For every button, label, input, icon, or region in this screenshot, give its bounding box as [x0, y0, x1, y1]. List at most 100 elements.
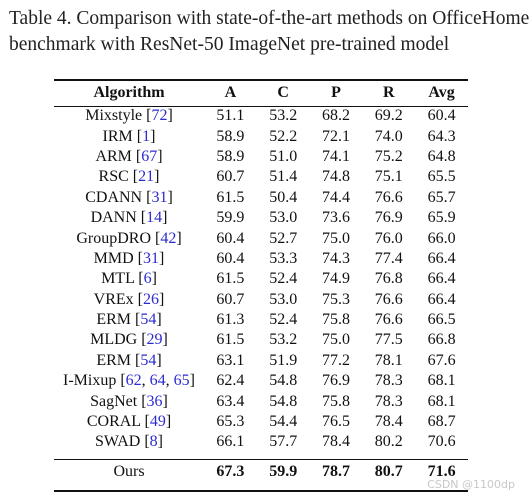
- citation-link[interactable]: 26: [143, 290, 159, 308]
- header-c: C: [277, 84, 289, 101]
- citation-link[interactable]: 8: [149, 433, 158, 451]
- value-a: 60.7: [216, 168, 245, 186]
- citation-link[interactable]: 49: [149, 413, 166, 431]
- citation-link[interactable]: 54: [140, 351, 157, 369]
- value-r: 78.3: [374, 392, 403, 410]
- algorithm-cell: MLDG [29]: [90, 331, 168, 349]
- citation-link[interactable]: 6: [143, 270, 152, 288]
- citation-link[interactable]: 31: [151, 188, 168, 206]
- header-row: Algorithm A C P R Avg: [54, 80, 468, 106]
- table-row: CORAL [49] 65.3 54.4 76.5 78.4 68.7: [54, 412, 468, 432]
- algorithm-cell: I-Mixup [62, 64, 65]: [63, 372, 195, 390]
- algorithm-cell: Mixstyle [72]: [85, 107, 173, 125]
- citation-link[interactable]: 36: [146, 392, 163, 410]
- table-row: Mixstyle [72] 51.1 53.2 68.2 69.2 60.4: [54, 106, 468, 126]
- table-row: GroupDRO [42] 60.4 52.7 75.0 76.0 66.0: [54, 228, 468, 248]
- algorithm-cell: RSC [21]: [98, 168, 160, 186]
- header-p: P: [331, 84, 341, 101]
- value-c: 54.8: [269, 392, 298, 410]
- algorithm-name: CORAL: [86, 413, 141, 431]
- value-a: 63.1: [216, 351, 245, 369]
- algorithm-name: ERM: [96, 311, 131, 329]
- citation-link[interactable]: 14: [146, 209, 163, 227]
- value-c: 52.2: [269, 127, 298, 145]
- value-a: 58.9: [216, 147, 245, 165]
- value-r: 77.4: [374, 249, 403, 267]
- value-p: 77.2: [321, 351, 350, 369]
- value-avg: 65.7: [427, 188, 456, 206]
- algorithm-name: ERM: [96, 351, 131, 369]
- table-row: CDANN [31] 61.5 50.4 74.4 76.6 65.7: [54, 188, 468, 208]
- header-avg: Avg: [428, 84, 455, 101]
- citation-link[interactable]: 65: [173, 372, 190, 390]
- value-a: 66.1: [216, 433, 245, 451]
- citation-link[interactable]: 54: [140, 311, 157, 329]
- value-r: 78.1: [374, 351, 403, 369]
- value-avg: 64.8: [427, 147, 456, 165]
- citation-link[interactable]: 42: [160, 229, 177, 247]
- value-a: 65.3: [216, 413, 245, 431]
- citation-link[interactable]: 62: [125, 372, 142, 390]
- value-p: 73.6: [321, 209, 350, 227]
- value-p: 75.0: [321, 331, 350, 349]
- value-p: 78.4: [321, 433, 350, 451]
- algorithm-name: I-Mixup: [63, 372, 117, 390]
- citation-link[interactable]: 29: [146, 331, 163, 349]
- value-c: 51.4: [269, 168, 298, 186]
- table-row: VREx [26] 60.7 53.0 75.3 76.6 66.4: [54, 290, 468, 310]
- table-row: ARM [67] 58.9 51.0 74.1 75.2 64.8: [54, 147, 468, 167]
- value-r: 76.6: [374, 290, 403, 308]
- algorithm-name: SagNet: [90, 392, 138, 410]
- value-c: 53.3: [269, 249, 298, 267]
- value-c: 53.2: [269, 331, 298, 349]
- value-c: 53.0: [269, 209, 298, 227]
- value-r: 78.4: [374, 413, 403, 431]
- value-r: 69.2: [374, 107, 403, 125]
- ours-row: Ours 67.3 59.9 78.7 80.7 71.6: [54, 459, 468, 485]
- algorithm-cell: MMD [31]: [93, 249, 165, 267]
- value-avg: 66.5: [427, 311, 456, 329]
- value-p: 75.8: [321, 392, 350, 410]
- value-c: 53.2: [269, 107, 298, 125]
- algorithm-cell: CORAL [49]: [86, 413, 172, 431]
- algorithm-name: DANN: [90, 209, 137, 227]
- value-p: 74.1: [321, 147, 350, 165]
- algorithm-name: Ours: [113, 462, 145, 480]
- citation-link[interactable]: 72: [151, 107, 168, 125]
- value-c: 57.7: [269, 433, 298, 451]
- value-avg: 66.4: [427, 290, 456, 308]
- algorithm-name: GroupDRO: [76, 229, 151, 247]
- algorithm-cell: IRM [1]: [102, 127, 156, 145]
- value-c: 50.4: [269, 188, 298, 206]
- value-c: 52.4: [269, 270, 298, 288]
- algorithm-name: MMD: [93, 249, 134, 267]
- table-row: MMD [31] 60.4 53.3 74.3 77.4 66.4: [54, 249, 468, 269]
- algorithm-cell: MTL [6]: [101, 270, 157, 288]
- value-p: 74.8: [321, 168, 350, 186]
- table-row: SWAD [8] 66.1 57.7 78.4 80.2 70.6: [54, 432, 468, 452]
- table-row: MLDG [29] 61.5 53.2 75.0 77.5 66.8: [54, 330, 468, 350]
- value-r: 75.1: [374, 168, 403, 186]
- value-p: 68.2: [321, 107, 350, 125]
- value-c: 52.7: [269, 229, 298, 247]
- value-avg: 68.1: [427, 392, 456, 410]
- value-avg: 65.9: [427, 209, 456, 227]
- citation-link[interactable]: 64: [149, 372, 166, 390]
- citation-link[interactable]: 67: [141, 147, 158, 165]
- value-r: 76.6: [374, 311, 403, 329]
- algorithm-cell: SWAD [8]: [95, 433, 163, 451]
- value-p: 74.9: [321, 270, 350, 288]
- value-r: 80.7: [374, 462, 403, 480]
- citation-link[interactable]: 1: [142, 127, 151, 145]
- citation-link[interactable]: 31: [143, 249, 159, 267]
- algorithm-cell: CDANN [31]: [85, 188, 173, 206]
- algorithm-name: Mixstyle: [85, 107, 143, 125]
- value-avg: 66.8: [427, 331, 456, 349]
- value-r: 76.9: [374, 209, 403, 227]
- citation-link[interactable]: 21: [138, 168, 155, 186]
- value-avg: 70.6: [427, 433, 456, 451]
- comparison-table: Algorithm A C P R Avg Mixstyle [72] 51.1 5…: [54, 80, 468, 485]
- value-p: 75.3: [321, 290, 350, 308]
- value-a: 62.4: [216, 372, 245, 390]
- value-avg: 66.0: [427, 229, 456, 247]
